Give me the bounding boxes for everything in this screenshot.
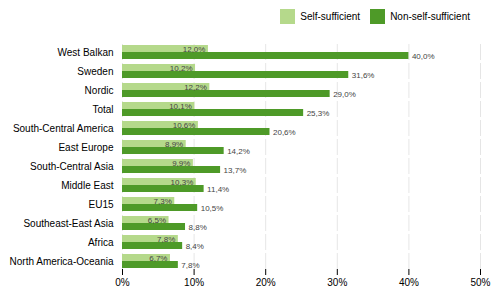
svg-text:12,2%: 12,2% (184, 83, 207, 92)
svg-text:40%: 40% (399, 277, 419, 288)
svg-text:7,3%: 7,3% (154, 197, 172, 206)
svg-text:11,4%: 11,4% (207, 185, 229, 194)
svg-text:7,8%: 7,8% (157, 235, 175, 244)
svg-text:10,6%: 10,6% (173, 121, 196, 130)
svg-text:South-Central America: South-Central America (13, 123, 114, 134)
svg-text:10,1%: 10,1% (169, 102, 192, 111)
svg-text:7,8%: 7,8% (181, 261, 199, 270)
svg-text:20,6%: 20,6% (273, 128, 296, 137)
svg-text:Africa: Africa (88, 237, 114, 248)
html-text:Non-self-sufficient: Non-self-sufficient (390, 11, 470, 22)
svg-text:North America-Oceania: North America-Oceania (10, 256, 114, 267)
svg-text:25,3%: 25,3% (307, 109, 330, 118)
svg-text:South-Central Asia: South-Central Asia (30, 161, 114, 172)
svg-text:12,0%: 12,0% (183, 45, 206, 54)
svg-text:9,9%: 9,9% (172, 159, 190, 168)
svg-text:West Balkan: West Balkan (58, 47, 114, 58)
svg-text:30%: 30% (327, 277, 347, 288)
svg-text:Sweden: Sweden (77, 66, 113, 77)
svg-text:6,7%: 6,7% (149, 254, 167, 263)
svg-text:50%: 50% (470, 277, 490, 288)
svg-text:13,7%: 13,7% (224, 166, 247, 175)
svg-text:8,8%: 8,8% (189, 223, 207, 232)
svg-text:40,0%: 40,0% (412, 52, 435, 61)
svg-text:10,5%: 10,5% (201, 204, 224, 213)
svg-text:29,0%: 29,0% (333, 90, 356, 99)
svg-text:8,9%: 8,9% (165, 140, 183, 149)
svg-text:20%: 20% (256, 277, 276, 288)
svg-text:Middle East: Middle East (61, 180, 113, 191)
svg-text:Nordic: Nordic (85, 85, 114, 96)
svg-text:31,6%: 31,6% (352, 71, 375, 80)
svg-text:6,5%: 6,5% (148, 216, 166, 225)
svg-text:0%: 0% (115, 277, 130, 288)
svg-text:East Europe: East Europe (58, 142, 113, 153)
svg-text:14,2%: 14,2% (227, 147, 250, 156)
svg-text:Southeast-East Asia: Southeast-East Asia (23, 218, 113, 229)
svg-text:EU15: EU15 (88, 199, 113, 210)
svg-text:10%: 10% (184, 277, 204, 288)
svg-text:Total: Total (92, 104, 113, 115)
svg-text:10,3%: 10,3% (171, 178, 194, 187)
svg-text:10,2%: 10,2% (170, 64, 193, 73)
html-text:Self-sufficient: Self-sufficient (300, 11, 361, 22)
svg-text:8,4%: 8,4% (186, 242, 204, 251)
